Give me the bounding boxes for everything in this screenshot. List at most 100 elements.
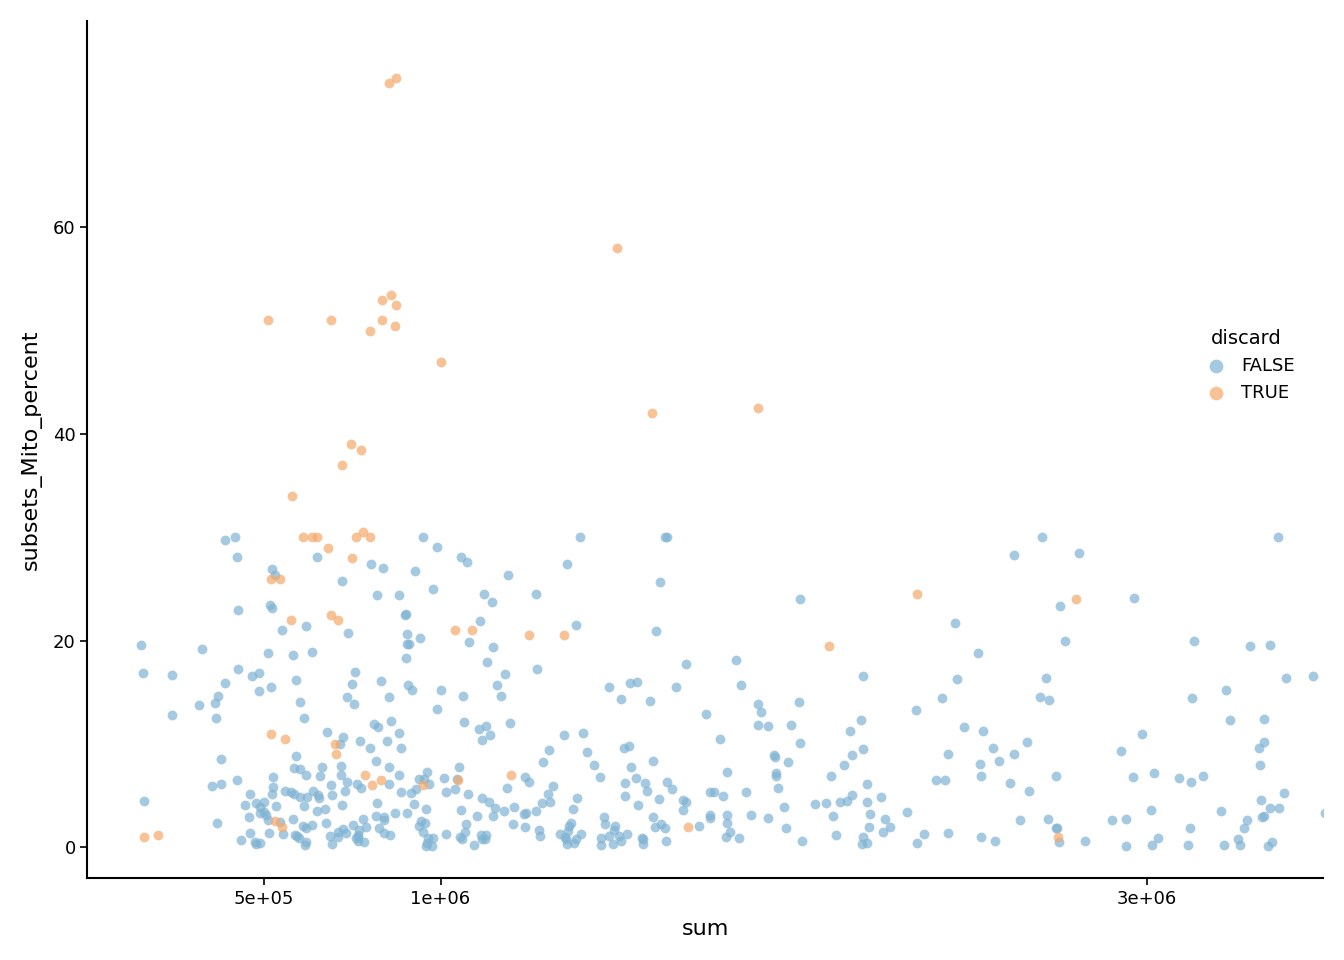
Point (321, 837, 343, 852)
Point (820, 768, 841, 783)
Point (856, 835, 878, 851)
Point (1227, 831, 1249, 847)
Point (329, 757, 351, 773)
Point (472, 790, 493, 805)
Point (852, 836, 874, 852)
Point (308, 790, 329, 805)
Point (328, 829, 349, 845)
Point (765, 765, 786, 780)
Point (590, 830, 612, 846)
Point (332, 821, 353, 836)
Point (1177, 838, 1199, 853)
Point (1068, 545, 1090, 561)
Point (390, 784, 411, 800)
Point (306, 788, 328, 804)
Point (1003, 547, 1024, 563)
Point (293, 798, 314, 813)
Point (778, 755, 800, 770)
Point (332, 729, 353, 744)
Point (301, 530, 323, 545)
Point (414, 771, 435, 786)
Point (257, 313, 278, 328)
Point (703, 784, 724, 800)
Point (1275, 670, 1297, 685)
Point (1046, 768, 1067, 783)
Point (336, 689, 358, 705)
Point (482, 808, 504, 824)
Point (1110, 743, 1132, 758)
Point (614, 788, 636, 804)
Point (699, 784, 720, 800)
Point (945, 615, 966, 631)
Point (934, 772, 956, 787)
Point (309, 768, 331, 783)
Point (757, 810, 778, 826)
Point (571, 726, 593, 741)
Point (435, 784, 457, 800)
Point (474, 718, 496, 733)
Point (1253, 733, 1274, 749)
Point (386, 298, 407, 313)
Point (261, 562, 282, 577)
Point (231, 832, 253, 848)
Point (656, 775, 677, 790)
Point (239, 786, 261, 802)
Point (379, 689, 401, 705)
Point (374, 813, 395, 828)
Point (207, 688, 228, 704)
Point (461, 623, 482, 638)
Point (351, 780, 372, 796)
Point (371, 673, 392, 688)
Point (261, 601, 282, 616)
Point (409, 630, 430, 645)
Point (204, 695, 226, 710)
Point (261, 786, 282, 802)
Point (294, 838, 316, 853)
Point (519, 774, 540, 789)
Point (456, 554, 477, 569)
Point (411, 814, 433, 829)
Point (1132, 727, 1153, 742)
Point (320, 778, 341, 793)
Point (1031, 530, 1052, 545)
Point (1017, 734, 1039, 750)
Point (335, 783, 356, 799)
Point (417, 830, 438, 846)
Point (708, 731, 730, 746)
Point (655, 530, 676, 545)
Point (766, 769, 788, 784)
Point (1236, 812, 1258, 828)
Point (695, 707, 716, 722)
Point (328, 612, 349, 628)
Point (403, 796, 425, 811)
Point (606, 240, 628, 255)
Point (366, 808, 387, 824)
Point (1003, 746, 1024, 761)
Point (317, 540, 339, 555)
Point (418, 777, 439, 792)
Point (1009, 812, 1031, 828)
Point (851, 712, 872, 728)
Point (413, 825, 434, 840)
Point (426, 540, 448, 555)
Point (406, 780, 427, 796)
Point (359, 740, 380, 756)
Point (726, 652, 747, 667)
Point (602, 836, 624, 852)
Point (649, 574, 671, 589)
Point (329, 736, 351, 752)
Point (1050, 598, 1071, 613)
Point (314, 802, 336, 817)
Point (620, 675, 641, 690)
Point (480, 728, 501, 743)
Point (642, 809, 664, 825)
Point (433, 770, 454, 785)
Point (1184, 633, 1206, 648)
Point (1192, 769, 1214, 784)
Point (539, 742, 560, 757)
Point (360, 557, 382, 572)
Point (353, 834, 375, 850)
Point (1122, 770, 1144, 785)
Point (254, 795, 276, 810)
Point (401, 785, 422, 801)
